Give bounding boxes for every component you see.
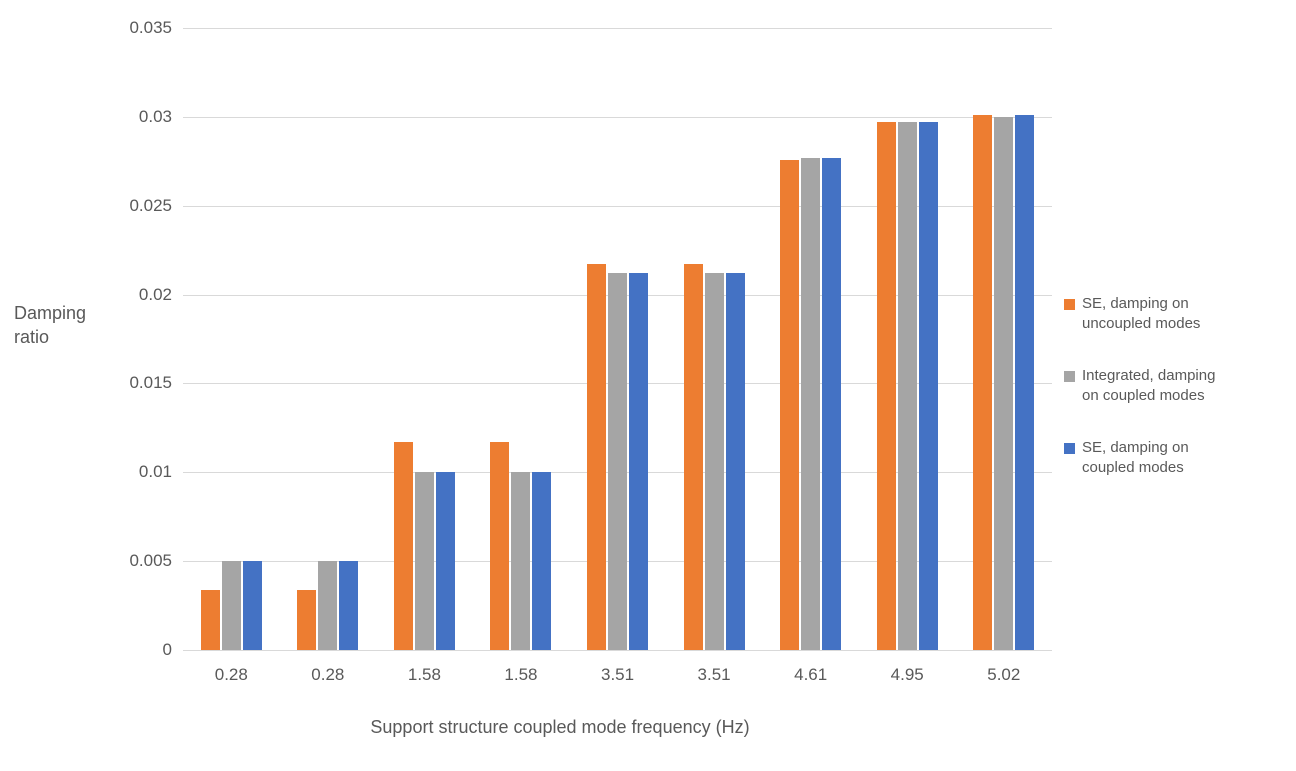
x-tick-label: 3.51 <box>697 665 731 684</box>
x-tick-label: 0.28 <box>311 665 345 684</box>
bar <box>629 273 649 650</box>
bar <box>725 273 745 650</box>
legend-swatch-icon <box>1064 371 1075 382</box>
x-tick-label: 3.51 <box>600 665 635 684</box>
bar <box>822 157 842 650</box>
bar <box>511 472 531 650</box>
gridline <box>183 28 1052 29</box>
bar-group <box>473 28 570 650</box>
bar <box>897 122 917 650</box>
y-tick-label: 0.03 <box>138 107 172 126</box>
bar <box>339 561 359 650</box>
x-tick-label: 4.95 <box>890 665 924 684</box>
bar-group <box>956 28 1053 650</box>
legend-entry: SE, damping on uncoupled modes <box>1064 294 1222 334</box>
y-tick-label: 0.02 <box>138 285 172 304</box>
y-tick-label: 0.01 <box>138 462 172 481</box>
x-tick-label: 5.02 <box>987 665 1021 684</box>
x-tick-label: 1.58 <box>504 665 538 684</box>
bar <box>1015 115 1035 650</box>
bar-group <box>376 28 473 650</box>
bar <box>393 442 413 650</box>
bar <box>414 472 434 650</box>
bar <box>801 157 821 650</box>
legend-label: SE, damping on coupled modes <box>1082 439 1189 476</box>
legend-swatch-icon <box>1064 299 1075 310</box>
x-axis-title: Support structure coupled mode frequency… <box>370 717 750 737</box>
bar <box>297 589 317 650</box>
bar-group <box>569 28 666 650</box>
bar <box>435 472 455 650</box>
y-tick-label: 0.025 <box>129 196 172 215</box>
bar <box>876 122 896 650</box>
y-axis-tick-labels: 0.035 0.03 0.025 0.02 0.015 0.01 0.005 0 <box>0 18 172 659</box>
bar-group <box>280 28 377 650</box>
y-tick-label: 0 <box>162 640 172 659</box>
gridline <box>183 117 1052 118</box>
bar-group <box>666 28 763 650</box>
bar-group <box>859 28 956 650</box>
gridline <box>183 206 1052 207</box>
bar <box>973 115 993 650</box>
bar-group <box>762 28 859 650</box>
legend-label: Integrated, damping on coupled modes <box>1082 367 1216 404</box>
bar <box>490 442 510 650</box>
x-tick-label: 1.58 <box>407 665 441 684</box>
x-axis-tick-labels: 0.28 0.28 1.58 1.58 3.51 3.51 4.61 4.95 5.02 <box>183 664 1052 686</box>
y-tick-label: 0.015 <box>129 373 172 392</box>
legend-swatch-icon <box>1064 443 1075 454</box>
bar <box>608 273 628 650</box>
plot-area <box>183 28 1052 651</box>
legend-entry: Integrated, damping on coupled modes <box>1064 366 1222 406</box>
legend-entry: SE, damping on coupled modes <box>1064 438 1222 478</box>
bar <box>242 561 262 650</box>
bar <box>532 472 552 650</box>
bar <box>994 116 1014 650</box>
bar <box>683 264 703 650</box>
bar <box>587 264 607 650</box>
legend: SE, damping on uncoupled modes Integrated… <box>1064 294 1222 478</box>
bar-group <box>183 28 280 650</box>
bar <box>221 561 241 650</box>
bar <box>200 589 220 650</box>
bar <box>318 561 338 650</box>
bar-groups <box>183 28 1052 650</box>
x-tick-label: 4.61 <box>794 665 828 684</box>
y-axis-title: Damping ratio <box>14 303 87 347</box>
bar <box>918 122 938 650</box>
gridline <box>183 650 1052 651</box>
y-tick-label: 0.035 <box>129 18 172 37</box>
legend-label: SE, damping on uncoupled modes <box>1082 295 1201 332</box>
x-tick-label: 0.28 <box>214 665 248 684</box>
y-tick-label: 0.005 <box>129 551 172 570</box>
bar <box>780 159 800 650</box>
bar <box>704 273 724 650</box>
